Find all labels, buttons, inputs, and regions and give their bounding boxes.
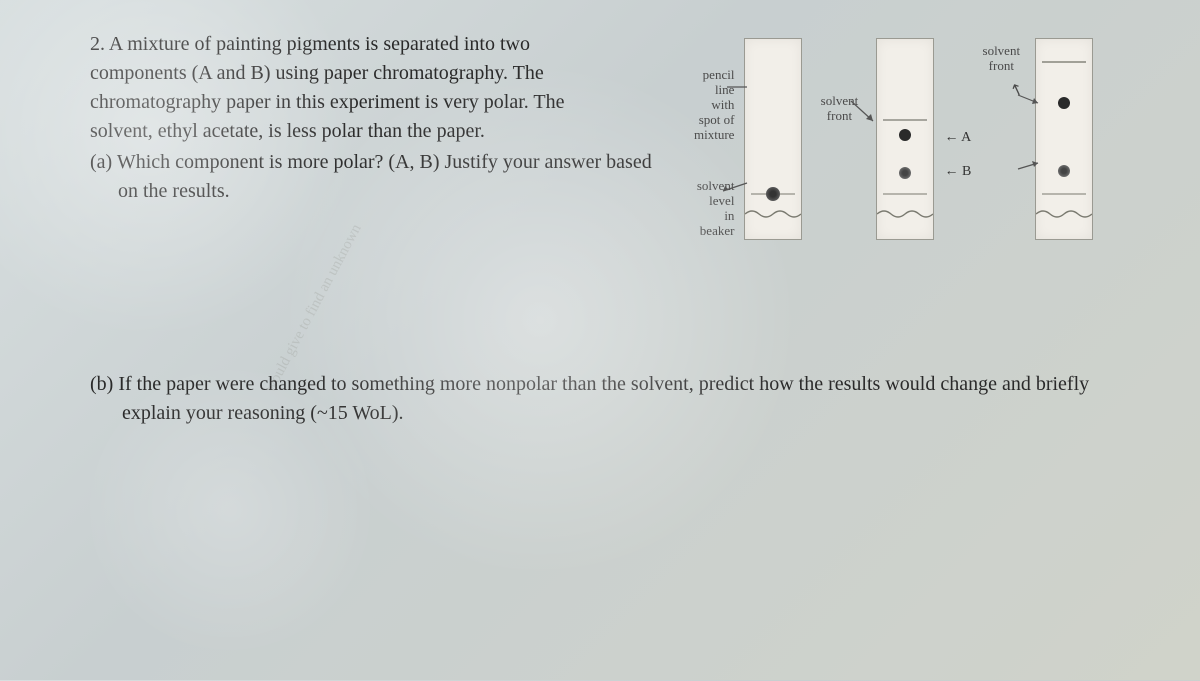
solvent-front-line	[1042, 61, 1086, 63]
arrow-left-icon	[944, 130, 961, 145]
pointer-arrow	[849, 99, 879, 129]
stem-line: solvent, ethyl acetate, is less polar th…	[90, 117, 670, 146]
part-b-block: (b) If the paper were changed to somethi…	[90, 370, 1130, 428]
chromatography-strip-final	[1035, 38, 1093, 240]
chromatography-strip-start	[744, 38, 802, 240]
pointer-arrow	[1016, 159, 1042, 173]
solvent-front-line	[883, 119, 927, 121]
chromatography-figure: pencil line with spot of mixture solvent…	[694, 30, 1130, 240]
pointer-arrow	[1016, 93, 1042, 107]
figure-right-labels: solvent front ↘	[977, 38, 1025, 92]
solvent-wave	[745, 205, 801, 215]
ab-label-column: A B	[944, 38, 971, 180]
label-a: A	[944, 130, 971, 146]
pencil-line-mark	[1042, 193, 1086, 195]
pointer-arrow	[721, 83, 751, 193]
part-b-text: (b) If the paper were changed to somethi…	[90, 370, 1130, 428]
question-stem: 2. A mixture of painting pigments is sep…	[90, 30, 670, 206]
spot-b	[1058, 165, 1070, 177]
chromatography-strip-midway	[876, 38, 934, 240]
spot-a	[1058, 97, 1070, 109]
question-row: 2. A mixture of painting pigments is sep…	[90, 30, 1130, 240]
solvent-wave	[1036, 205, 1092, 215]
stem-line: 2. A mixture of painting pigments is sep…	[90, 30, 670, 59]
stem-line: components (A and B) using paper chromat…	[90, 59, 670, 88]
spot-b	[899, 167, 911, 179]
part-a-text: (a) Which component is more polar? (A, B…	[90, 148, 670, 206]
stem-line: chromatography paper in this experiment …	[90, 88, 670, 117]
pencil-line-mark	[883, 193, 927, 195]
spot-a	[899, 129, 911, 141]
page-surface: would give to find an unknown 2. A mixtu…	[0, 0, 1200, 680]
mixture-spot	[766, 187, 780, 201]
label-b: B	[944, 164, 971, 180]
solvent-wave	[877, 205, 933, 215]
arrow-left-icon	[944, 164, 962, 179]
